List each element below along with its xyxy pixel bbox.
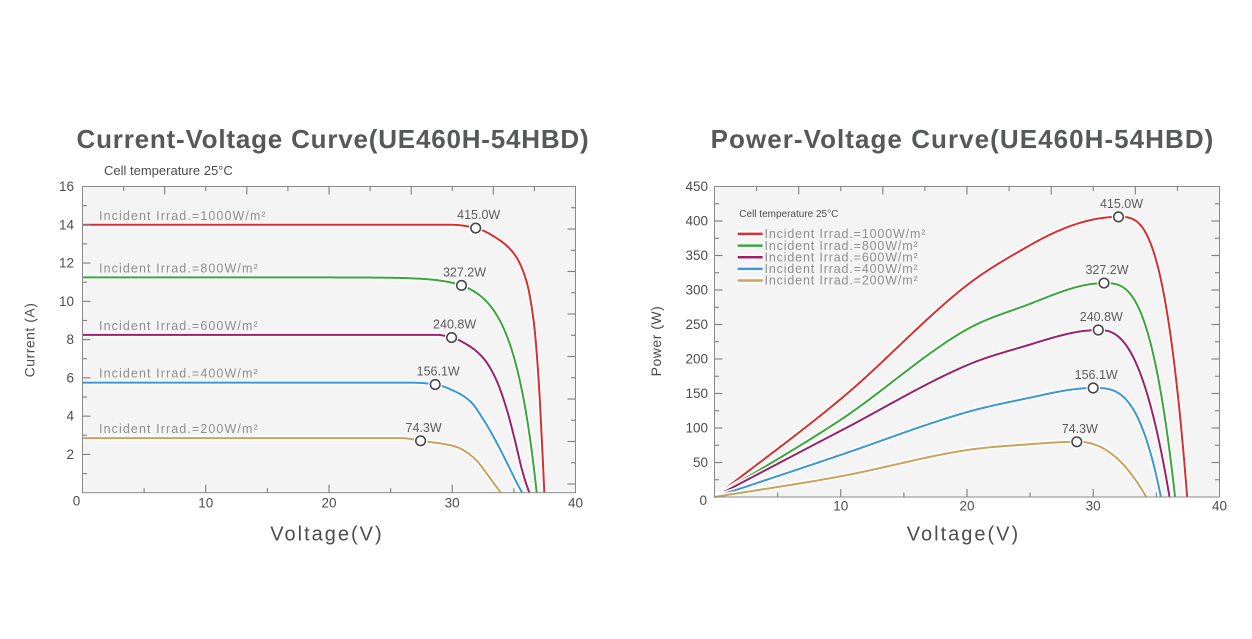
svg-text:240.8W: 240.8W [1080, 310, 1123, 324]
svg-text:Cell temperature 25°C: Cell temperature 25°C [104, 163, 233, 178]
svg-text:12: 12 [59, 256, 74, 271]
svg-text:100: 100 [685, 421, 708, 436]
svg-text:20: 20 [959, 499, 974, 514]
svg-text:Voltage(V): Voltage(V) [270, 524, 383, 546]
svg-text:415.0W: 415.0W [1100, 197, 1143, 211]
svg-text:14: 14 [59, 217, 75, 232]
svg-text:Incident Irrad.=400W/m²: Incident Irrad.=400W/m² [99, 367, 259, 381]
svg-text:156.1W: 156.1W [417, 365, 460, 379]
svg-text:50: 50 [693, 455, 708, 470]
svg-text:Incident Irrad.=200W/m²: Incident Irrad.=200W/m² [765, 274, 919, 288]
svg-text:Incident Irrad.=600W/m²: Incident Irrad.=600W/m² [765, 250, 919, 264]
svg-text:400: 400 [685, 214, 708, 229]
svg-text:30: 30 [445, 496, 460, 511]
svg-text:Incident Irrad.=400W/m²: Incident Irrad.=400W/m² [765, 262, 919, 276]
svg-text:Cell temperature 25°C: Cell temperature 25°C [739, 209, 838, 220]
svg-text:0: 0 [699, 493, 707, 508]
svg-text:30: 30 [1086, 499, 1101, 514]
svg-text:10: 10 [833, 499, 848, 514]
svg-text:Incident Irrad.=800W/m²: Incident Irrad.=800W/m² [765, 239, 919, 253]
svg-text:10: 10 [59, 294, 74, 309]
svg-text:250: 250 [685, 317, 708, 332]
svg-text:8: 8 [66, 332, 74, 347]
svg-text:327.2W: 327.2W [443, 265, 486, 279]
svg-text:40: 40 [1212, 499, 1227, 514]
svg-text:Incident Irrad.=600W/m²: Incident Irrad.=600W/m² [99, 319, 259, 333]
svg-text:200: 200 [685, 352, 708, 367]
svg-text:74.3W: 74.3W [406, 421, 442, 435]
svg-text:Incident Irrad.=1000W/m²: Incident Irrad.=1000W/m² [765, 227, 927, 241]
svg-text:150: 150 [685, 386, 708, 401]
svg-text:74.3W: 74.3W [1062, 422, 1098, 436]
svg-text:Current (A): Current (A) [22, 303, 38, 378]
svg-text:300: 300 [685, 283, 708, 298]
svg-text:415.0W: 415.0W [457, 208, 500, 222]
svg-text:Power-Voltage Curve(UE460H-54H: Power-Voltage Curve(UE460H-54HBD) [711, 124, 1215, 154]
svg-text:240.8W: 240.8W [433, 318, 476, 332]
svg-text:156.1W: 156.1W [1075, 368, 1118, 382]
svg-text:40: 40 [568, 496, 583, 511]
svg-text:10: 10 [198, 496, 213, 511]
svg-text:6: 6 [66, 370, 74, 385]
svg-text:Incident Irrad.=200W/m²: Incident Irrad.=200W/m² [99, 422, 259, 436]
svg-text:450: 450 [685, 179, 708, 194]
svg-text:Incident Irrad.=1000W/m²: Incident Irrad.=1000W/m² [99, 209, 267, 223]
svg-text:Incident Irrad.=800W/m²: Incident Irrad.=800W/m² [99, 261, 259, 275]
svg-text:327.2W: 327.2W [1085, 263, 1128, 277]
svg-text:0: 0 [73, 494, 81, 509]
svg-text:16: 16 [59, 179, 74, 194]
svg-text:Voltage(V): Voltage(V) [907, 524, 1020, 546]
svg-text:2: 2 [66, 447, 74, 462]
svg-text:4: 4 [66, 409, 74, 424]
svg-text:20: 20 [321, 496, 336, 511]
svg-text:350: 350 [685, 248, 708, 263]
svg-text:Current-Voltage Curve(UE460H-5: Current-Voltage Curve(UE460H-54HBD) [77, 124, 590, 154]
svg-text:Power (W): Power (W) [648, 306, 664, 377]
